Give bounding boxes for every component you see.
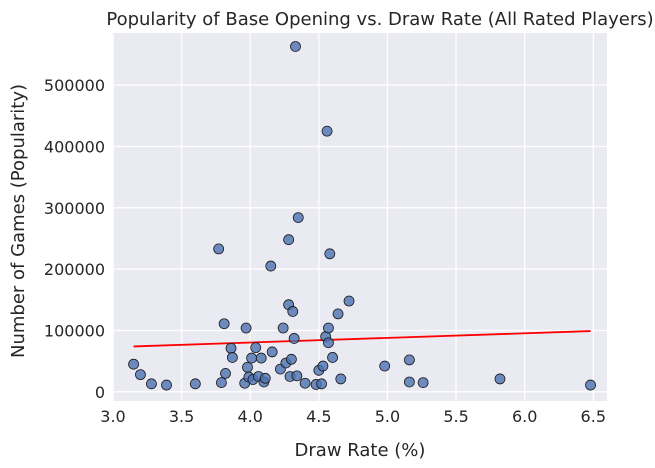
- data-point: [316, 378, 327, 390]
- data-point: [285, 353, 297, 365]
- data-point: [266, 346, 278, 358]
- x-tick-label: 6.5: [581, 407, 606, 426]
- data-point: [585, 379, 596, 391]
- y-tick-label: 200000: [44, 260, 105, 279]
- data-point: [218, 318, 230, 330]
- data-point: [226, 352, 238, 363]
- data-point: [277, 322, 289, 334]
- y-tick-label: 400000: [44, 137, 105, 156]
- data-point: [379, 360, 391, 372]
- data-point: [213, 243, 225, 255]
- data-point: [255, 352, 267, 364]
- x-axis-label: Draw Rate (%): [295, 440, 426, 461]
- data-point: [225, 342, 237, 354]
- data-point: [321, 125, 333, 137]
- data-point: [343, 295, 355, 307]
- data-point: [250, 342, 262, 354]
- data-point: [335, 373, 347, 385]
- data-point: [403, 376, 415, 388]
- data-point: [292, 212, 304, 224]
- data-point: [323, 322, 334, 334]
- data-point: [189, 378, 201, 390]
- y-axis-label: Number of Games (Popularity): [8, 84, 29, 358]
- data-point: [417, 377, 429, 389]
- data-point: [327, 352, 338, 363]
- data-point: [265, 260, 277, 272]
- x-tick-label: 4.5: [306, 407, 331, 426]
- x-tick-label: 6.0: [512, 407, 537, 426]
- y-tick-label: 300000: [44, 199, 105, 218]
- data-point: [287, 306, 299, 317]
- data-point: [290, 41, 301, 52]
- data-point: [494, 373, 506, 385]
- y-axis-ticks: 0 100000 200000 300000 400000 500000: [44, 76, 105, 402]
- data-point: [135, 369, 146, 381]
- trend-line-group: [133, 330, 591, 348]
- data-points: [128, 41, 596, 391]
- y-tick-label: 100000: [44, 321, 105, 340]
- x-tick-label: 5.0: [375, 407, 400, 426]
- y-tick-label: 0: [95, 383, 105, 402]
- data-point: [283, 234, 295, 246]
- data-point: [288, 333, 300, 344]
- data-point: [324, 248, 336, 260]
- chart-title: Popularity of Base Opening vs. Draw Rate…: [106, 9, 653, 30]
- plot-area: [113, 33, 607, 401]
- x-axis-ticks: 3.0 3.5 4.0 4.5 5.0 5.5 6.0 6.5: [100, 407, 606, 426]
- trend-line: [133, 330, 591, 348]
- data-point: [242, 361, 253, 373]
- data-point: [323, 337, 334, 349]
- data-point: [240, 322, 252, 334]
- x-tick-label: 3.0: [100, 407, 125, 426]
- x-tick-label: 3.5: [169, 407, 194, 426]
- x-tick-label: 5.5: [443, 407, 468, 426]
- grid-lines: [112, 33, 607, 401]
- data-point: [291, 370, 303, 382]
- data-point: [246, 352, 257, 364]
- data-point: [216, 377, 227, 389]
- y-tick-label: 500000: [44, 76, 105, 95]
- data-point: [299, 377, 311, 389]
- data-point: [128, 358, 139, 370]
- data-point: [146, 378, 157, 390]
- data-point: [403, 354, 415, 366]
- data-point: [161, 379, 172, 391]
- data-point: [259, 372, 271, 384]
- x-tick-label: 4.0: [237, 407, 262, 426]
- data-point: [332, 308, 344, 320]
- data-point: [220, 367, 231, 379]
- data-point: [317, 360, 329, 372]
